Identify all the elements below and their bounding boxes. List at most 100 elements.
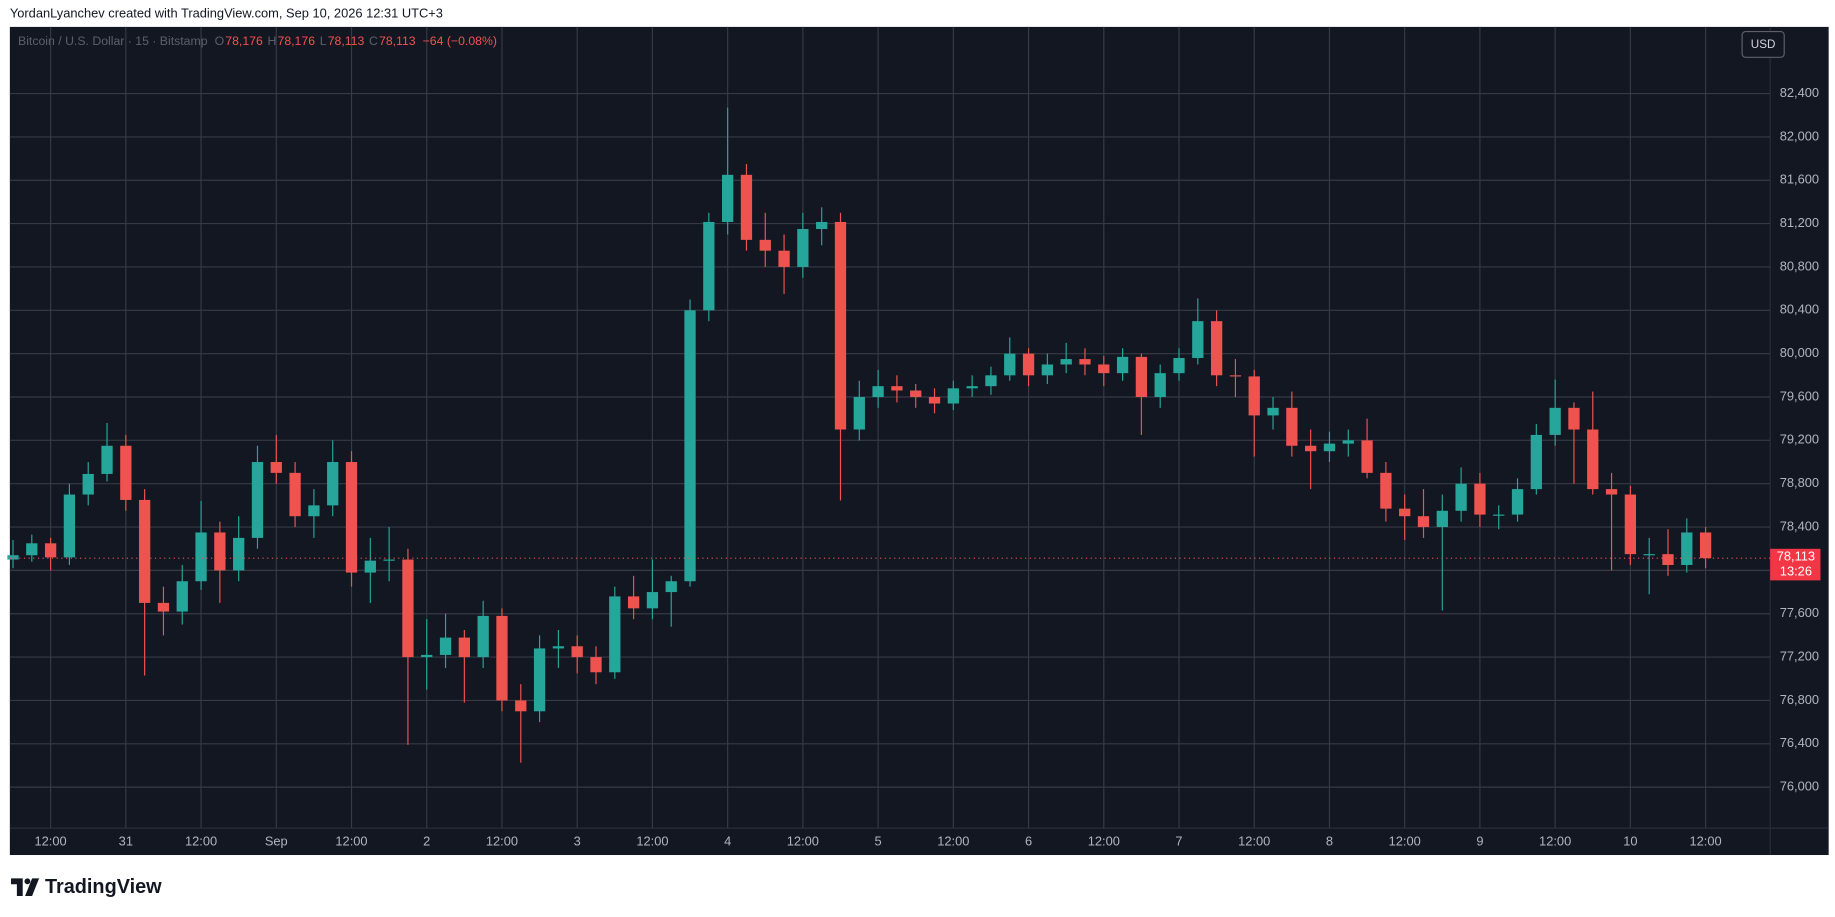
candle-body (1173, 357, 1185, 374)
candle-body (195, 532, 207, 582)
candle-body (327, 462, 339, 506)
candle-body (684, 310, 696, 582)
candle-body (1229, 375, 1242, 377)
ohlc-key: L (320, 34, 327, 48)
candle-body (1549, 407, 1561, 435)
candle-body (928, 396, 941, 404)
countdown: 13:26 (1780, 564, 1812, 579)
candle-body (1098, 364, 1110, 374)
ohlc-value: 78,176 (278, 34, 316, 48)
candle-body (665, 581, 677, 593)
candle-body (1041, 364, 1054, 376)
candle-body (1587, 429, 1599, 490)
candle-body (7, 555, 19, 560)
candle-body (251, 462, 264, 538)
y-tick-label: 80,000 (1780, 345, 1819, 360)
candle-body (1530, 434, 1542, 490)
candle-body (646, 592, 659, 609)
candle-body (853, 396, 865, 430)
candle-body (383, 559, 395, 561)
candle-body (1079, 359, 1091, 365)
candle-body (1154, 373, 1166, 397)
candle-body (1455, 483, 1467, 511)
candle-body (1380, 472, 1392, 509)
candle-body (1342, 440, 1354, 444)
candle-body (834, 221, 847, 430)
candle-body (966, 386, 978, 389)
candle-body (1116, 356, 1129, 374)
candle-body (722, 174, 734, 222)
grid (9, 26, 1771, 829)
brand: TradingView (45, 876, 162, 898)
y-tick-label: 76,400 (1780, 735, 1819, 750)
candle-body (816, 221, 828, 230)
candle-body (1699, 532, 1712, 559)
candle-body (176, 581, 188, 612)
candle-body (797, 229, 809, 267)
candle-body (571, 646, 583, 658)
candle-body (1192, 321, 1204, 358)
candle-body (1681, 532, 1693, 565)
candle-body (1493, 514, 1505, 516)
y-tick-label: 77,200 (1780, 648, 1819, 663)
candle-body (63, 494, 76, 558)
candle-body (1399, 508, 1411, 517)
x-tick-label: 12:00 (937, 834, 969, 849)
x-tick-label: 9 (1476, 834, 1483, 849)
candle-body (627, 596, 640, 609)
y-tick-label: 79,200 (1780, 432, 1819, 447)
last-price-label: 78,113 (1777, 548, 1815, 563)
y-tick-label: 80,400 (1780, 302, 1819, 317)
candle-body (778, 250, 790, 267)
candle-body (1568, 407, 1580, 430)
x-tick-label: 8 (1326, 834, 1333, 849)
candle-body (552, 646, 565, 649)
ohlc-value: 78,113 (328, 34, 365, 48)
candle-body (308, 505, 320, 517)
x-tick-label: 6 (1025, 834, 1032, 849)
x-tick-label: 7 (1175, 834, 1182, 849)
candle-body (44, 543, 57, 558)
currency[interactable]: USD (1751, 38, 1776, 51)
ohlc-key: C (369, 34, 378, 48)
candle-body (496, 615, 508, 701)
candle-body (1267, 407, 1279, 416)
x-tick-label: 5 (875, 834, 882, 849)
last-price-tag (1770, 548, 1821, 581)
currency-button[interactable] (1741, 30, 1785, 58)
candle-body (1210, 321, 1223, 376)
candle-body (1022, 353, 1035, 376)
candle-body (26, 543, 38, 556)
candle-body (947, 388, 959, 404)
candle-body (1474, 483, 1486, 515)
brand-logo (11, 878, 40, 896)
candle-body (1605, 489, 1618, 495)
candle-body (891, 386, 903, 391)
x-tick-label: 12:00 (1238, 834, 1270, 849)
candle-body (157, 602, 170, 612)
ohlc-key: O (215, 34, 225, 48)
candle-body (1511, 489, 1524, 515)
candles (7, 107, 1712, 763)
x-tick-label: 12:00 (1539, 834, 1571, 849)
y-tick-label: 81,600 (1780, 172, 1819, 187)
candle-body (458, 637, 470, 658)
candle-body (289, 472, 301, 517)
candle-body (985, 375, 997, 387)
candle-body (759, 239, 771, 251)
candle-body (439, 637, 452, 655)
y-tick-label: 78,800 (1780, 475, 1819, 490)
candle-body (421, 654, 433, 658)
candle-body (515, 700, 527, 712)
candle-body (1417, 516, 1430, 528)
candle-body (1643, 554, 1655, 556)
ohlc-value: 78,113 (379, 34, 416, 48)
candle-body (910, 390, 922, 397)
candle-body (872, 386, 884, 397)
y-tick-label: 78,400 (1780, 518, 1819, 533)
x-tick-label: 12:00 (486, 834, 518, 849)
candle-body (270, 462, 282, 473)
candle-body (120, 445, 132, 500)
